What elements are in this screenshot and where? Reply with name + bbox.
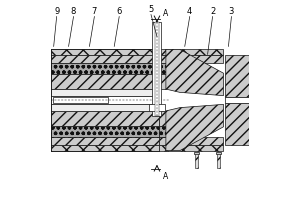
Bar	[51, 145, 159, 151]
Bar	[166, 145, 224, 151]
Bar	[226, 55, 249, 97]
Text: A: A	[163, 9, 168, 18]
Bar	[51, 126, 159, 137]
Bar	[51, 63, 159, 74]
Bar	[159, 63, 166, 74]
Text: 4: 4	[187, 7, 192, 16]
Bar	[166, 55, 224, 63]
Bar	[226, 97, 249, 103]
Text: 2: 2	[210, 7, 215, 16]
Bar	[51, 137, 159, 145]
Bar	[51, 104, 159, 111]
Bar	[149, 104, 165, 111]
Bar	[51, 111, 159, 126]
Text: 7: 7	[92, 7, 97, 16]
Bar	[166, 137, 224, 145]
Bar	[216, 152, 221, 154]
Bar	[159, 111, 166, 126]
Bar	[159, 126, 166, 137]
Text: 6: 6	[116, 7, 122, 16]
Bar	[152, 22, 161, 116]
Bar	[51, 96, 159, 104]
Bar	[155, 22, 159, 116]
Bar	[217, 154, 220, 168]
Bar	[159, 49, 166, 55]
Bar	[51, 89, 159, 96]
Bar	[51, 55, 159, 63]
Bar	[159, 145, 166, 151]
Bar	[159, 137, 166, 145]
Text: 5: 5	[148, 5, 154, 14]
Bar	[51, 74, 159, 89]
Bar	[166, 49, 224, 55]
Polygon shape	[166, 49, 224, 96]
Polygon shape	[166, 104, 224, 151]
Bar	[195, 154, 199, 168]
Text: 9: 9	[54, 7, 59, 16]
Text: A: A	[163, 172, 168, 181]
Bar	[226, 103, 249, 145]
Text: 3: 3	[229, 7, 234, 16]
Bar	[194, 152, 199, 154]
Text: 8: 8	[71, 7, 76, 16]
Bar	[51, 49, 159, 55]
Bar	[159, 74, 166, 89]
Bar	[159, 55, 166, 63]
Bar	[53, 97, 108, 103]
